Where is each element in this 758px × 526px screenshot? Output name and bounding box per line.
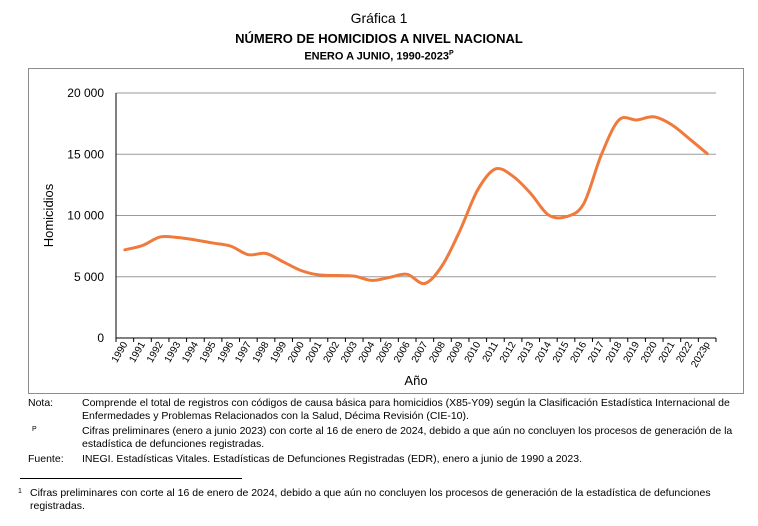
x-tick-label: 2004 — [357, 340, 378, 365]
y-tick-label: 20 000 — [67, 86, 104, 100]
y-tick-label: 5 000 — [74, 270, 104, 284]
x-axis-title: Año — [404, 373, 427, 388]
footnote-divider — [20, 478, 242, 479]
x-tick-label: 2015 — [551, 340, 572, 365]
x-tick-label: 2016 — [569, 340, 590, 365]
line-chart: 0 5 000 10 000 15 000 20 000 1990199119921993… — [41, 86, 717, 388]
y-tick-label: 0 — [97, 331, 104, 345]
x-tick-label: 1993 — [163, 340, 184, 365]
x-tick-label: 2000 — [286, 340, 307, 365]
x-tick-label: 1996 — [216, 340, 237, 365]
x-tick-label: 2023p — [689, 340, 713, 370]
x-tick-label: 1991 — [127, 340, 148, 365]
y-tick-label: 10 000 — [67, 209, 104, 223]
x-tick-label: 2003 — [339, 340, 360, 365]
x-tick-label: 2019 — [622, 340, 643, 365]
preliminary-text: Cifras preliminares (enero a junio 2023)… — [82, 425, 733, 450]
x-tick-label: 2008 — [427, 340, 448, 365]
source-text: INEGI. Estadísticas Vitales. Estadística… — [82, 453, 582, 465]
chart-frame: 0 5 000 10 000 15 000 20 000 1990 1991 1992 1993… — [28, 68, 744, 394]
x-tick-label: 2012 — [498, 340, 519, 365]
x-tick-label: 2001 — [304, 340, 325, 365]
x-tick-label: 2005 — [374, 340, 395, 365]
footnote-text: Cifras preliminares con corte al 16 de e… — [30, 487, 711, 512]
x-tick-label: 2013 — [516, 340, 537, 365]
chart-title: NÚMERO DE HOMICIDIOS A NIVEL NACIONAL — [235, 31, 523, 46]
source-label: Fuente: — [28, 453, 64, 465]
x-tick-label: 2017 — [586, 340, 607, 365]
x-tick-label: 2014 — [533, 340, 554, 365]
y-axis-title: Homicidios — [41, 183, 56, 247]
preliminary-label: P — [32, 426, 37, 433]
x-tick-label: 2006 — [392, 340, 413, 365]
note-label: Nota: — [28, 397, 54, 409]
x-tick-label: 1990 — [110, 340, 131, 365]
x-tick-label: 2018 — [604, 340, 625, 365]
x-tick-label: 2020 — [639, 340, 660, 365]
subtitle-text: ENERO A JUNIO, 1990-2023 — [304, 50, 450, 63]
x-tick-label: 2009 — [445, 340, 466, 365]
chart-subtitle: ENERO A JUNIO, 1990-2023P — [0, 50, 758, 63]
x-tick-label: 1994 — [180, 340, 201, 365]
x-tick-label: 1997 — [233, 340, 254, 365]
series-line — [123, 115, 709, 286]
x-tick-label: 2021 — [657, 340, 678, 365]
note-text: Comprende el total de registros con códi… — [82, 397, 730, 422]
subtitle-mark: P — [449, 50, 454, 57]
x-tick-label: 1999 — [269, 340, 290, 365]
footnote-mark: 1 — [18, 488, 22, 495]
chart-number: Gráfica 1 — [350, 10, 408, 26]
x-tick-label: 1992 — [145, 340, 166, 365]
x-tick-label: 2007 — [410, 340, 431, 365]
x-tick-label: 2010 — [463, 340, 484, 365]
x-tick-label: 1998 — [251, 340, 272, 365]
x-tick-label: 1995 — [198, 340, 219, 365]
x-tick-label: 2002 — [322, 340, 343, 365]
y-tick-label: 15 000 — [67, 147, 104, 161]
